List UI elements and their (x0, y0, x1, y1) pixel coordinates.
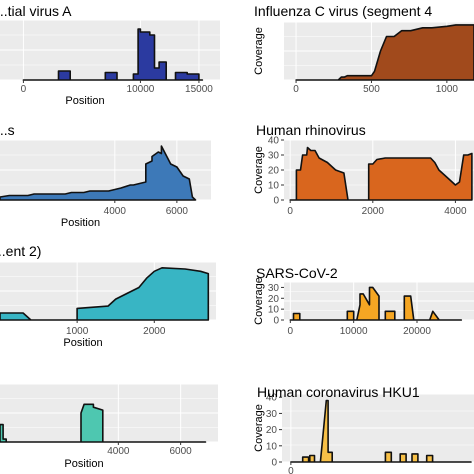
x-tick-label: 500 (363, 84, 380, 95)
x-tick-label: 2000 (362, 206, 385, 217)
y-tick-label: 10 (268, 305, 280, 316)
panel-7: 4000 6000 Position (0, 383, 218, 470)
panel-title: Human coronavirus HKU1 (257, 384, 420, 400)
x-tick-label: 0 (288, 326, 294, 337)
y-tick-label: 20 (268, 294, 280, 305)
coverage-area (289, 146, 473, 201)
y-tick-label: 0 (271, 458, 277, 469)
y-tick-label: 40 (268, 136, 280, 147)
x-tick-label: 4000 (107, 446, 130, 457)
coverage-area (295, 24, 474, 81)
panel-title: Influenza C virus (segment 4 (254, 3, 432, 19)
panel-5: 1000 2000 ...ent 2) Position (0, 243, 216, 349)
x-axis-label: Position (64, 458, 103, 470)
y-tick-label: 30 (268, 283, 280, 294)
x-tick-label: 0 (287, 206, 293, 217)
x-tick-label: 0 (293, 84, 299, 95)
x-tick-label: 6000 (170, 446, 193, 457)
x-tick-label: 15000 (185, 84, 213, 95)
x-axis-label: Position (63, 337, 102, 349)
coverage-area (290, 399, 472, 463)
x-tick-label: 4000 (444, 206, 467, 217)
y-axis-label: Coverage (253, 277, 265, 325)
x-tick-label: 0 (21, 84, 27, 95)
panel-3: 4000 6000 ...s Position (0, 122, 211, 229)
y-axis-label: Coverage (253, 146, 265, 194)
coverage-area (0, 267, 210, 321)
x-tick-label: 6000 (166, 206, 189, 217)
coverage-area (22, 28, 204, 81)
y-tick-label: 40 (266, 393, 278, 404)
panel-title: ...ent 2) (0, 243, 41, 259)
panel-title: ...tial virus A (0, 3, 72, 19)
x-tick-label: 2000 (143, 326, 166, 337)
coverage-area (0, 403, 207, 443)
y-tick-label: 20 (268, 166, 280, 177)
y-tick-label: 0 (273, 316, 279, 327)
panel-2: 0 500 1000 Influenza C virus (segment 4 Cove… (253, 3, 474, 95)
y-tick-label: 0 (273, 196, 279, 207)
x-tick-label: 20000 (403, 326, 431, 337)
x-tick-label: 0 (288, 466, 294, 474)
x-axis-label: Position (61, 217, 100, 229)
y-tick-label: 10 (268, 181, 280, 192)
x-tick-label: 10000 (127, 84, 155, 95)
coverage-area (289, 286, 463, 321)
panel-title: SARS-CoV-2 (256, 265, 338, 281)
y-tick-label: 20 (266, 425, 278, 436)
y-tick-label: 30 (266, 409, 278, 420)
y-tick-label: 10 (266, 441, 278, 452)
panel-title: ...s (0, 122, 15, 138)
coverage-area (0, 145, 197, 201)
panel-title: Human rhinovirus (256, 122, 366, 138)
x-axis-label: Position (65, 95, 104, 107)
y-axis-label: Coverage (253, 27, 265, 75)
y-axis-label: Coverage (253, 404, 265, 452)
x-tick-label: 4000 (104, 206, 127, 217)
x-tick-label: 1000 (66, 326, 89, 337)
x-tick-label: 10000 (340, 326, 368, 337)
y-tick-label: 30 (268, 151, 280, 162)
x-tick-label: 1000 (436, 84, 459, 95)
panel-1: 0 10000 15000 ...tial virus A Position (0, 3, 220, 107)
